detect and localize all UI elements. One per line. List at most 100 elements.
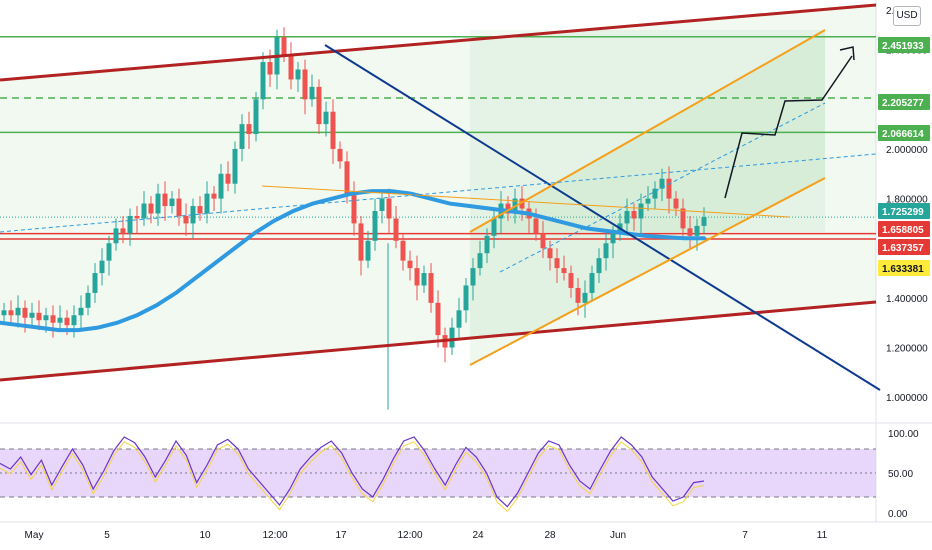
candle: [701, 217, 707, 226]
price-badge: [878, 203, 930, 219]
candle: [64, 317, 70, 326]
orange-channel-upper: [469, 29, 826, 233]
candle: [589, 273, 595, 293]
moving-average-line: [0, 189, 706, 333]
price-badge: [878, 221, 930, 237]
candle: [358, 223, 364, 261]
price-badge: [878, 260, 930, 276]
candle: [344, 161, 350, 194]
candle: [232, 148, 238, 184]
candle: [169, 198, 175, 207]
candle: [239, 124, 245, 149]
time-axis-tick: 17: [335, 530, 347, 541]
price-axis-tick: 1.000000: [886, 393, 928, 404]
candle: [120, 228, 126, 234]
candle: [43, 315, 49, 321]
candle: [561, 268, 567, 274]
candle: [197, 206, 203, 214]
candle: [36, 312, 42, 321]
candle: [687, 228, 693, 236]
candle: [309, 86, 315, 100]
candle: [15, 307, 21, 316]
candle: [211, 193, 217, 199]
candle: [113, 228, 119, 244]
time-axis-tick: 24: [472, 530, 484, 541]
channel-upper-line: [0, 3, 877, 82]
candle: [624, 211, 630, 224]
candle: [134, 215, 140, 219]
candle: [533, 218, 539, 234]
candle: [540, 233, 546, 249]
candle: [694, 225, 700, 236]
candle: [106, 243, 112, 261]
time-axis-tick: 11: [817, 530, 828, 541]
candle: [260, 62, 266, 100]
candle: [351, 193, 357, 224]
candle: [400, 240, 406, 261]
candle: [463, 285, 469, 311]
price-badge-label: 1.658805: [882, 225, 924, 236]
orange-channel-lower: [469, 177, 826, 366]
rsi-line: [0, 436, 705, 508]
candle: [295, 69, 301, 80]
candle: [183, 215, 189, 224]
time-axis-tick: 28: [544, 530, 556, 541]
candle: [568, 273, 574, 288]
candle: [673, 198, 679, 209]
candle: [50, 315, 56, 323]
orange-trend-line: [261, 185, 791, 218]
rsi-signal-line: [0, 441, 705, 513]
candle: [659, 178, 665, 189]
channel-lower-line: [0, 300, 877, 382]
price-badge-label: 1.725299: [882, 207, 924, 218]
candle: [491, 218, 497, 236]
price-badge-label: 2.205277: [882, 98, 924, 109]
candle: [281, 37, 287, 55]
candle: [393, 218, 399, 241]
candle: [302, 69, 308, 100]
rsi-axis-tick: 50.00: [888, 469, 913, 480]
candle: [288, 54, 294, 80]
rsi-axis-tick: 100.00: [888, 429, 919, 440]
price-axis-tick: 1.400000: [886, 294, 928, 305]
price-badge-label: 1.637357: [882, 243, 924, 254]
candle: [57, 317, 63, 323]
candle: [29, 312, 35, 318]
candle: [470, 268, 476, 286]
candle: [246, 124, 252, 135]
time-axis-tick: 12:00: [262, 530, 287, 541]
candle: [253, 99, 259, 135]
candle: [148, 203, 154, 214]
dashed-trendline-2: [499, 102, 826, 273]
candle: [386, 198, 392, 219]
candle: [323, 111, 329, 125]
time-axis-tick: 12:00: [397, 530, 422, 541]
candle: [218, 173, 224, 199]
candle: [428, 273, 434, 303]
candle: [330, 111, 336, 149]
price-axis-tick: 1.800000: [886, 195, 928, 206]
price-axis-tick-top: 2.: [886, 6, 894, 17]
price-badge: [878, 125, 930, 141]
candle: [477, 253, 483, 269]
candle: [484, 235, 490, 254]
candle: [449, 327, 455, 348]
price-axis-tick: 2.000000: [886, 145, 928, 156]
candle: [575, 287, 581, 303]
candle: [421, 273, 427, 286]
projection-arrowhead: [839, 46, 855, 61]
candle: [71, 315, 77, 326]
candle: [337, 148, 343, 162]
candle: [407, 260, 413, 269]
candle: [547, 248, 553, 259]
candle: [127, 215, 133, 234]
rsi-axis-tick: 0.00: [888, 509, 908, 520]
time-axis-tick: 5: [104, 530, 110, 541]
candle: [85, 292, 91, 308]
price-badge-label: 1.633381: [882, 264, 924, 275]
candle: [582, 292, 588, 303]
currency-selector-button[interactable]: USD: [893, 6, 921, 26]
candle: [155, 193, 161, 214]
candle: [190, 206, 196, 224]
